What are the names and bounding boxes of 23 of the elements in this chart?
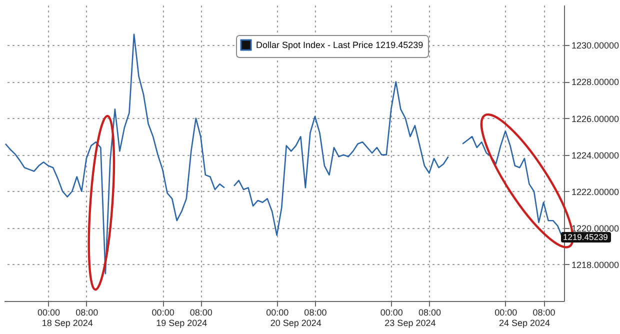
y-tick-label: 1228.00000 bbox=[572, 77, 620, 88]
text: 20 Sep 2024 bbox=[270, 318, 322, 328]
price-tag: 1219.45239 bbox=[561, 232, 611, 242]
x-tick-label: 00:00 bbox=[380, 308, 403, 318]
x-tick-label: 08:00 bbox=[418, 308, 442, 318]
y-tick-label: 1226.00000 bbox=[572, 114, 620, 124]
x-tick-label: 00:00 bbox=[152, 308, 174, 318]
y-tick-label: 1224.00000 bbox=[572, 150, 620, 160]
text: 19 Sep 2024 bbox=[156, 318, 208, 328]
y-tick-label: 1222.00000 bbox=[572, 186, 620, 197]
x-tick-label: 08:00 bbox=[304, 308, 327, 318]
x-tick-label: 08:00 bbox=[76, 308, 98, 318]
x-tick-label: 08:00 bbox=[190, 308, 212, 318]
x-tick-label: 00:00 bbox=[494, 308, 518, 318]
text: 23 Sep 2024 bbox=[384, 318, 436, 328]
y-tick-label: 1218.00000 bbox=[572, 260, 620, 270]
text: 24 Sep 2024 bbox=[498, 318, 550, 328]
text: 18 Sep 2024 bbox=[42, 318, 93, 328]
x-tick-label: 00:00 bbox=[266, 308, 289, 318]
x-tick-label: 00:00 bbox=[38, 308, 60, 318]
legend-label: Dollar Spot Index - Last Price 1219.45239 bbox=[256, 40, 424, 50]
y-tick-label: 1230.00000 bbox=[572, 40, 620, 51]
x-tick-label: 08:00 bbox=[532, 308, 556, 318]
